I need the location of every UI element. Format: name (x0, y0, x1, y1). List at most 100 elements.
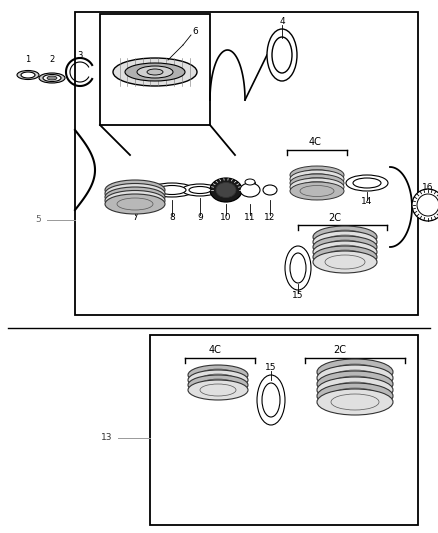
Bar (100, 14, 210, 125)
Ellipse shape (263, 185, 277, 195)
Ellipse shape (353, 178, 381, 188)
Ellipse shape (317, 389, 393, 415)
Text: 10: 10 (220, 213, 232, 222)
Ellipse shape (331, 388, 379, 404)
Ellipse shape (210, 178, 242, 202)
Ellipse shape (285, 246, 311, 290)
Ellipse shape (147, 69, 163, 75)
Text: 3: 3 (78, 52, 83, 61)
Ellipse shape (300, 177, 334, 189)
Ellipse shape (117, 184, 153, 196)
Text: 9: 9 (197, 213, 203, 222)
Text: 14: 14 (361, 198, 373, 206)
Ellipse shape (158, 185, 186, 195)
Ellipse shape (17, 70, 39, 79)
Ellipse shape (325, 255, 365, 269)
Ellipse shape (300, 169, 334, 181)
Ellipse shape (240, 183, 260, 197)
Ellipse shape (188, 380, 248, 400)
Ellipse shape (290, 178, 344, 196)
Ellipse shape (331, 370, 379, 386)
Ellipse shape (188, 370, 248, 390)
Ellipse shape (325, 240, 365, 254)
Ellipse shape (290, 166, 344, 184)
Ellipse shape (47, 76, 57, 80)
Ellipse shape (200, 374, 236, 386)
Bar (150, 335, 418, 525)
Ellipse shape (182, 184, 218, 196)
Ellipse shape (313, 231, 377, 253)
Ellipse shape (117, 195, 153, 206)
Text: 2C: 2C (333, 345, 346, 355)
Ellipse shape (325, 245, 365, 259)
Text: 8: 8 (169, 213, 175, 222)
Ellipse shape (117, 191, 153, 203)
Ellipse shape (325, 235, 365, 249)
Ellipse shape (331, 376, 379, 392)
Text: 5: 5 (35, 215, 41, 224)
Text: 15: 15 (265, 364, 277, 373)
Ellipse shape (290, 174, 344, 192)
Ellipse shape (313, 241, 377, 263)
Ellipse shape (313, 236, 377, 258)
Ellipse shape (43, 75, 61, 82)
Ellipse shape (313, 246, 377, 268)
Ellipse shape (300, 174, 334, 184)
Ellipse shape (105, 194, 165, 214)
Text: 2: 2 (49, 55, 55, 64)
Ellipse shape (105, 190, 165, 211)
Ellipse shape (331, 394, 379, 410)
Text: 1: 1 (25, 55, 31, 64)
Ellipse shape (137, 66, 173, 78)
Ellipse shape (117, 198, 153, 210)
Ellipse shape (188, 375, 248, 395)
Ellipse shape (39, 73, 65, 83)
Ellipse shape (325, 250, 365, 264)
Text: 11: 11 (244, 213, 256, 222)
Ellipse shape (331, 382, 379, 398)
Ellipse shape (257, 375, 285, 425)
Ellipse shape (272, 37, 292, 73)
Ellipse shape (117, 188, 153, 199)
Ellipse shape (300, 182, 334, 192)
Ellipse shape (267, 29, 297, 81)
Ellipse shape (245, 179, 255, 185)
Text: 12: 12 (264, 213, 276, 222)
Ellipse shape (317, 383, 393, 409)
Text: 7: 7 (132, 213, 138, 222)
Text: 16: 16 (422, 183, 434, 192)
Ellipse shape (105, 183, 165, 204)
Ellipse shape (317, 365, 393, 391)
Ellipse shape (317, 371, 393, 397)
Text: 15: 15 (292, 292, 304, 301)
Ellipse shape (113, 58, 197, 86)
Ellipse shape (313, 226, 377, 248)
Text: 4C: 4C (208, 345, 222, 355)
Ellipse shape (150, 183, 194, 197)
Ellipse shape (200, 369, 236, 381)
Ellipse shape (417, 194, 438, 216)
Ellipse shape (412, 189, 438, 221)
Ellipse shape (317, 359, 393, 385)
Ellipse shape (21, 72, 35, 78)
Text: 2C: 2C (328, 213, 342, 223)
Ellipse shape (200, 379, 236, 391)
Ellipse shape (346, 175, 388, 191)
Ellipse shape (331, 364, 379, 380)
Ellipse shape (325, 230, 365, 244)
Ellipse shape (300, 185, 334, 197)
Ellipse shape (290, 182, 344, 200)
Bar (75, 12, 418, 315)
Ellipse shape (105, 187, 165, 207)
Ellipse shape (313, 251, 377, 273)
Ellipse shape (317, 377, 393, 403)
Ellipse shape (290, 253, 306, 283)
Ellipse shape (105, 180, 165, 200)
Text: 4: 4 (279, 18, 285, 27)
Ellipse shape (125, 63, 185, 81)
Ellipse shape (188, 365, 248, 385)
Ellipse shape (189, 187, 211, 193)
Text: 6: 6 (192, 28, 198, 36)
Ellipse shape (200, 384, 236, 396)
Ellipse shape (216, 182, 236, 198)
